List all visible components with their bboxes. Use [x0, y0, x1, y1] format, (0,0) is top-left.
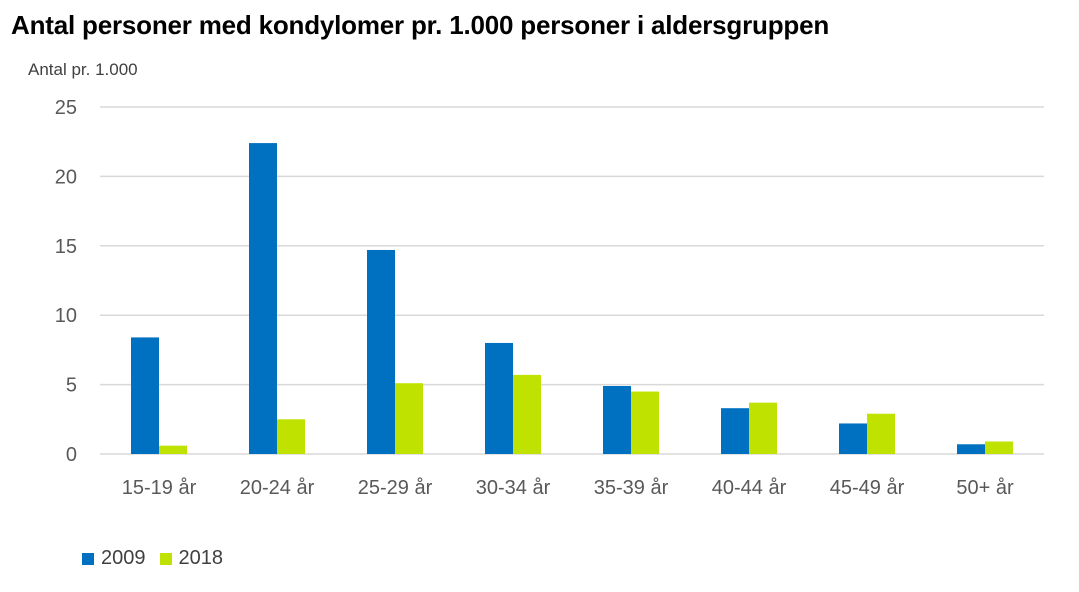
y-axis-label: Antal pr. 1.000	[28, 60, 138, 79]
bar-2018-5	[749, 402, 777, 454]
x-tick-label: 15-19 år	[122, 477, 197, 499]
bar-2009-2	[367, 249, 395, 454]
y-axis-ticks: 0 5 10 15 20 25	[55, 97, 77, 466]
bar-2009-3	[485, 342, 513, 454]
legend-swatch-2018	[159, 552, 172, 565]
legend-label-2018: 2018	[178, 547, 224, 569]
y-tick-label: 15	[55, 236, 77, 258]
bar-2018-2	[395, 383, 423, 454]
bar-2009-5	[721, 408, 749, 454]
y-tick-label: 25	[55, 97, 77, 119]
bar-2009-1	[249, 143, 277, 454]
bars	[131, 143, 1013, 454]
bar-2009-0	[131, 337, 159, 454]
bar-2018-1	[277, 419, 305, 454]
chart-title: Antal personer med kondylomer pr. 1.000 …	[11, 10, 830, 40]
x-axis-ticks: 15-19 år 20-24 år 25-29 år 30-34 år 35-39 år…	[122, 477, 1014, 499]
legend-swatch-2009	[82, 552, 94, 565]
bar-2018-6	[867, 413, 895, 454]
x-tick-label: 35-39 år	[594, 477, 669, 499]
y-tick-label: 5	[66, 375, 77, 397]
legend: 2009 2018	[82, 547, 237, 570]
legend-label-2009: 2009	[101, 547, 146, 569]
bar-2018-0	[159, 445, 187, 454]
y-tick-label: 20	[55, 166, 77, 188]
y-tick-label: 0	[66, 444, 77, 466]
bar-2018-3	[513, 374, 541, 454]
legend-item-2018: 2018	[159, 547, 224, 570]
bar-2009-4	[603, 385, 631, 454]
x-tick-label: 50+ år	[956, 477, 1014, 499]
x-tick-label: 40-44 år	[712, 477, 787, 499]
bar-2018-4	[631, 391, 659, 454]
bar-2009-7	[957, 444, 985, 454]
x-tick-label: 30-34 år	[476, 477, 551, 499]
bar-2018-7	[985, 441, 1013, 454]
legend-item-2009: 2009	[82, 547, 146, 570]
x-tick-label: 20-24 år	[240, 477, 315, 499]
gridlines	[100, 106, 1044, 455]
bar-2009-6	[839, 423, 867, 454]
y-tick-label: 10	[55, 305, 77, 327]
x-tick-label: 25-29 år	[358, 477, 433, 499]
x-tick-label: 45-49 år	[830, 477, 905, 499]
